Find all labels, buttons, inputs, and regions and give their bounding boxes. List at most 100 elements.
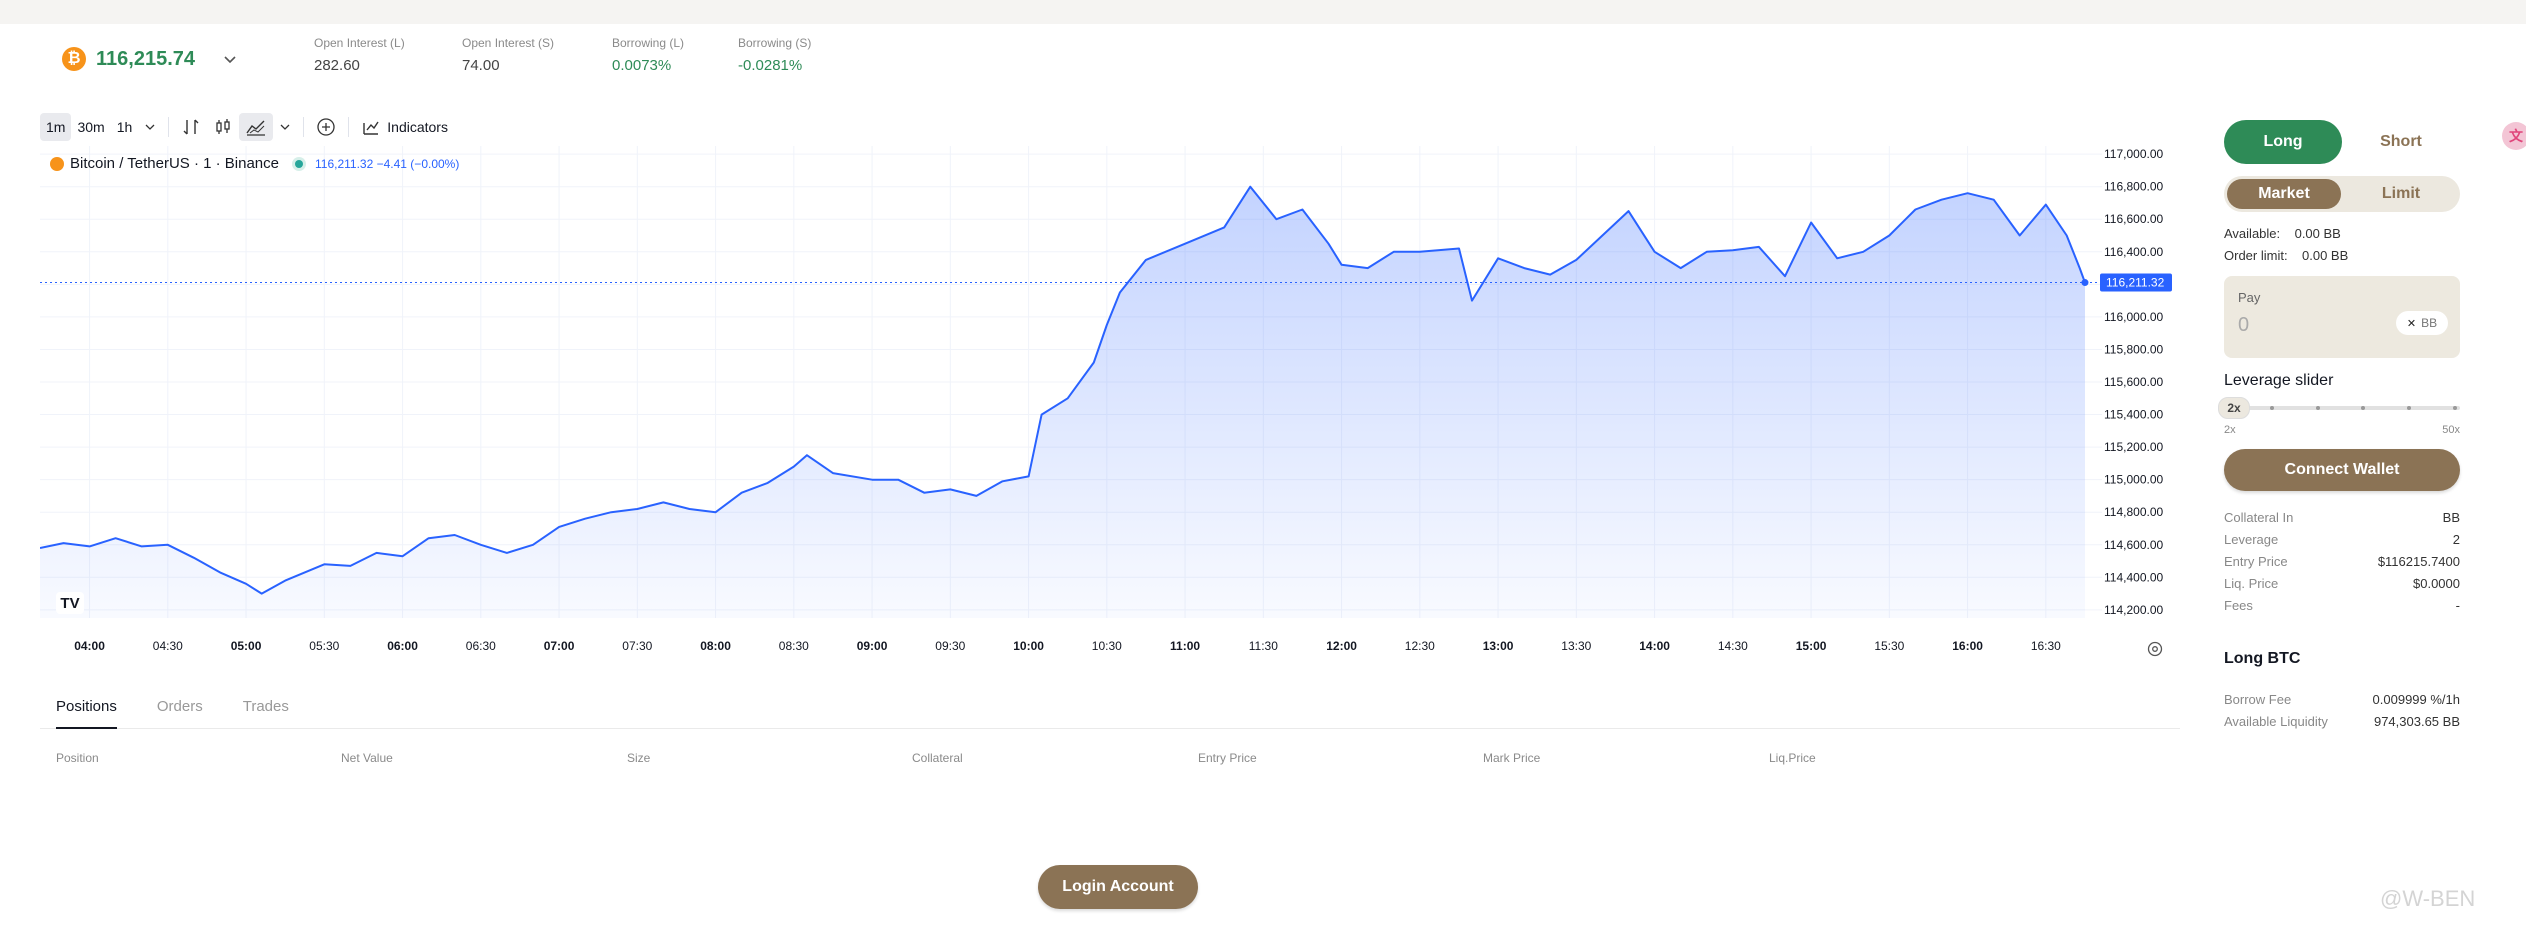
x-axis-tick-label: 04:30 xyxy=(153,639,183,653)
login-account-button[interactable]: Login Account xyxy=(1038,865,1198,909)
order-limit-value: 0.00 BB xyxy=(2302,248,2349,263)
fee-row: Borrow Fee 0.009999 %/1h xyxy=(2224,692,2460,707)
market-button[interactable]: Market xyxy=(2227,179,2341,209)
stat-label: Open Interest (S) xyxy=(462,36,555,50)
interval-dropdown-icon[interactable] xyxy=(138,113,162,141)
tradingview-logo-icon[interactable]: TV xyxy=(56,592,84,614)
available-balance: Available: 0.00 BB xyxy=(2224,226,2341,241)
interval-1h-button[interactable]: 1h xyxy=(116,119,133,135)
stat-label: Borrowing (S) xyxy=(738,36,812,50)
detail-value: $0.0000 xyxy=(2413,576,2460,591)
leverage-slider[interactable]: 2x xyxy=(2218,397,2460,419)
x-axis-tick-label: 06:30 xyxy=(466,639,496,653)
stat-value: 74.00 xyxy=(462,57,500,74)
fee-label: Available Liquidity xyxy=(2224,714,2328,729)
x-axis-tick-label: 14:00 xyxy=(1639,639,1670,653)
area-chart-icon[interactable] xyxy=(239,113,274,141)
chart-legend: Bitcoin / TetherUS · 1 · Binance 116,211… xyxy=(50,155,459,172)
indicators-icon xyxy=(363,121,379,135)
long-short-toggle: Long Short xyxy=(2224,120,2460,164)
detail-row: Entry Price $116215.7400 xyxy=(2224,554,2460,569)
interval-1m-button[interactable]: 1m xyxy=(40,113,72,141)
add-plus-icon[interactable] xyxy=(310,113,342,141)
detail-label: Fees xyxy=(2224,598,2253,613)
indicators-button[interactable]: Indicators xyxy=(355,113,454,141)
leverage-slider-handle[interactable]: 2x xyxy=(2218,397,2250,419)
y-axis-tick-label: 115,000.00 xyxy=(2104,473,2163,487)
connect-wallet-button[interactable]: Connect Wallet xyxy=(2224,449,2460,491)
detail-row: Collateral In BB xyxy=(2224,510,2460,525)
x-axis-tick-label: 06:00 xyxy=(387,639,418,653)
gear-icon[interactable] xyxy=(2146,640,2164,658)
compare-icon[interactable] xyxy=(175,113,207,141)
legend-symbol[interactable]: Bitcoin / TetherUS · 1 · Binance xyxy=(70,155,279,172)
translate-icon[interactable]: 文 xyxy=(2502,122,2526,150)
column-header-net-value: Net Value xyxy=(341,751,393,765)
y-axis-tick-label: 116,600.00 xyxy=(2104,212,2163,226)
last-price-label: 116,211.32 xyxy=(2106,276,2165,290)
detail-value: $116215.7400 xyxy=(2377,554,2460,569)
ticker-header[interactable]: ₿ 116,215.74 xyxy=(62,44,239,74)
stat-borrowing-short: Borrowing (S) -0.0281% xyxy=(738,36,811,74)
indicators-label: Indicators xyxy=(387,119,448,135)
bitcoin-icon xyxy=(50,156,64,171)
x-axis-tick-label: 16:30 xyxy=(2031,639,2061,653)
x-axis-tick-label: 05:30 xyxy=(309,639,339,653)
price-line-series xyxy=(40,185,2086,595)
detail-label: Leverage xyxy=(2224,532,2279,547)
detail-row: Fees - xyxy=(2224,598,2460,613)
chevron-down-icon[interactable] xyxy=(221,50,239,68)
token-label: BB xyxy=(2421,316,2438,330)
tab-orders[interactable]: Orders xyxy=(156,698,203,715)
detail-value: 2 xyxy=(2452,532,2460,547)
long-button[interactable]: Long xyxy=(2224,120,2342,164)
detail-value: - xyxy=(2455,598,2460,613)
x-axis-tick-label: 09:30 xyxy=(935,639,965,653)
positions-tabs: Positions Orders Trades xyxy=(40,692,2180,729)
y-axis-tick-label: 114,600.00 xyxy=(2104,538,2163,552)
chart-type-dropdown-icon[interactable] xyxy=(273,113,297,141)
x-axis-tick-label: 07:30 xyxy=(622,639,652,653)
y-axis-tick-label: 115,600.00 xyxy=(2104,375,2163,389)
detail-label: Liq. Price xyxy=(2224,576,2279,591)
pay-input[interactable]: 0 xyxy=(2238,314,2250,336)
interval-30m-button[interactable]: 30m xyxy=(77,119,105,135)
legend-value: 116,211.32 −4.41 (−0.00%) xyxy=(315,156,460,171)
current-price: 116,215.74 xyxy=(96,47,195,70)
top-strip xyxy=(0,0,2526,24)
price-chart[interactable]: 117,000.00 116,800.00 116,600.00 116,400.00… xyxy=(40,146,2202,666)
candles-icon[interactable] xyxy=(207,113,239,141)
tab-trades[interactable]: Trades xyxy=(242,698,289,715)
tab-positions[interactable]: Positions xyxy=(56,692,117,729)
available-value: 0.00 BB xyxy=(2294,226,2341,241)
stat-value: 0.0073% xyxy=(612,57,672,74)
x-axis-tick-label: 10:00 xyxy=(1013,639,1044,653)
stat-value: 282.60 xyxy=(314,57,360,74)
x-axis-tick-label: 11:30 xyxy=(1249,639,1278,653)
y-axis-tick-label: 116,000.00 xyxy=(2104,310,2163,324)
toolbar-divider xyxy=(348,117,350,137)
column-header-entry-price: Entry Price xyxy=(1198,751,1257,765)
y-axis-tick-label: 115,400.00 xyxy=(2104,408,2163,422)
order-type-toggle: Market Limit xyxy=(2224,176,2460,212)
x-axis-tick-label: 12:30 xyxy=(1405,639,1435,653)
token-select[interactable]: ✕ BB xyxy=(2396,311,2448,335)
fee-value: 0.009999 %/1h xyxy=(2372,692,2460,707)
column-header-mark-price: Mark Price xyxy=(1483,751,1541,765)
x-axis-tick-label: 04:00 xyxy=(74,639,105,653)
last-price-dot xyxy=(2081,279,2089,287)
slider-tick xyxy=(2361,406,2365,410)
short-button[interactable]: Short xyxy=(2380,133,2422,150)
token-icon: ✕ xyxy=(2406,317,2417,330)
x-axis-tick-label: 12:00 xyxy=(1326,639,1357,653)
limit-button[interactable]: Limit xyxy=(2381,185,2421,202)
x-axis-tick-label: 07:00 xyxy=(544,639,575,653)
slider-tick xyxy=(2316,406,2320,410)
detail-label: Entry Price xyxy=(2224,554,2288,569)
y-axis-tick-label: 114,800.00 xyxy=(2104,505,2163,519)
y-axis-tick-label: 117,000.00 xyxy=(2104,147,2163,161)
detail-row: Leverage 2 xyxy=(2224,532,2460,547)
price-chart-svg[interactable]: 117,000.00 116,800.00 116,600.00 116,400.00… xyxy=(40,146,2202,666)
stat-open-interest-long: Open Interest (L) 282.60 xyxy=(314,36,405,74)
long-btc-title: Long BTC xyxy=(2224,650,2301,667)
